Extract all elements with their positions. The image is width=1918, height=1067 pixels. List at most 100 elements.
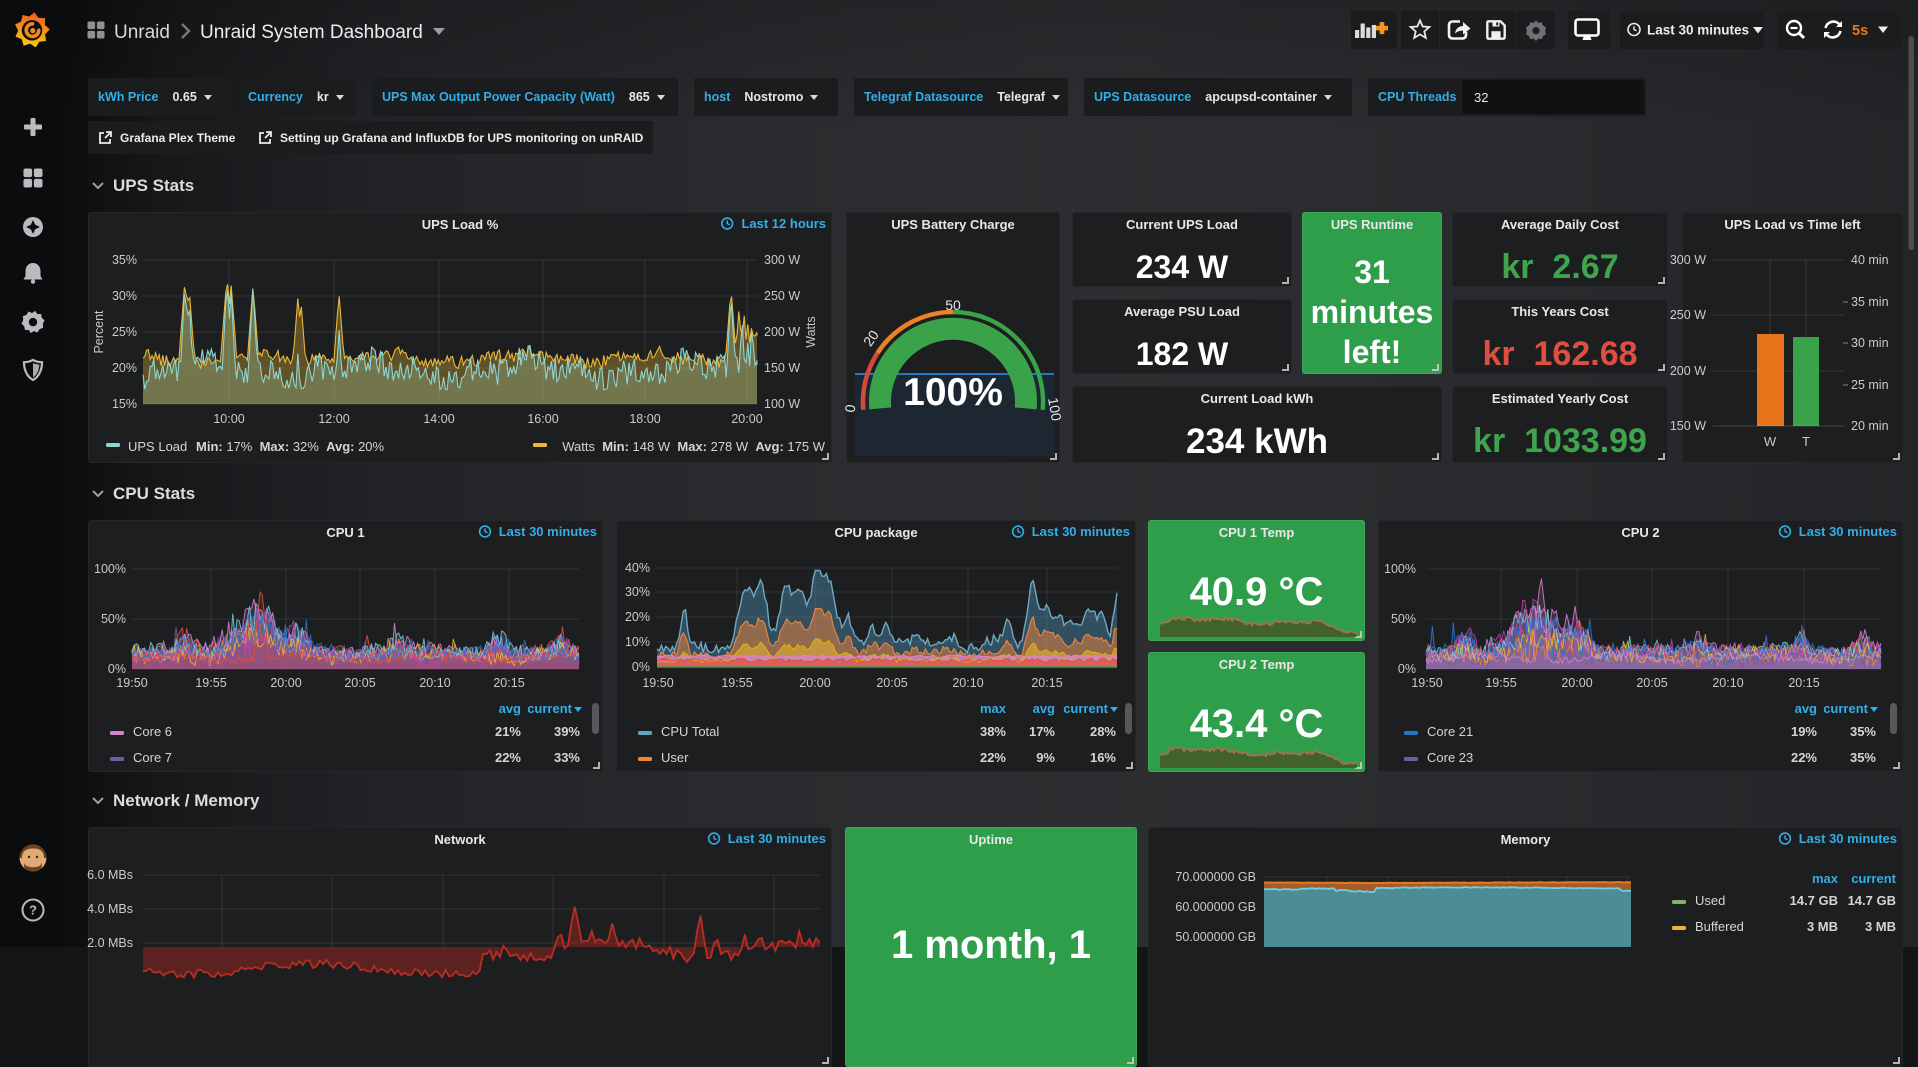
- svg-text:25 min: 25 min: [1851, 378, 1889, 392]
- svg-text:3 MB: 3 MB: [1807, 919, 1838, 934]
- svg-text:max: max: [980, 701, 1007, 716]
- svg-text:50%: 50%: [101, 612, 126, 626]
- svg-text:Unraid: Unraid: [114, 22, 170, 43]
- svg-text:33%: 33%: [554, 750, 580, 765]
- svg-text:9%: 9%: [1036, 750, 1055, 765]
- svg-text:3 MB: 3 MB: [1865, 919, 1896, 934]
- svg-text:150 W: 150 W: [764, 361, 800, 375]
- svg-text:10%: 10%: [625, 635, 650, 649]
- svg-text:current: current: [527, 701, 572, 716]
- svg-text:60.000000 GB: 60.000000 GB: [1175, 900, 1256, 914]
- svg-text:Last 30 minutes: Last 30 minutes: [1799, 831, 1897, 846]
- svg-text:250 W: 250 W: [764, 289, 800, 303]
- svg-text:300 W: 300 W: [764, 253, 800, 267]
- svg-text:avg: avg: [1795, 701, 1817, 716]
- svg-text:100: 100: [1045, 396, 1065, 422]
- svg-text:Unraid System Dashboard: Unraid System Dashboard: [200, 22, 423, 43]
- svg-text:20:05: 20:05: [876, 676, 907, 690]
- svg-text:38%: 38%: [980, 724, 1006, 739]
- svg-text:Watts: Watts: [804, 316, 818, 347]
- svg-text:20:10: 20:10: [419, 676, 450, 690]
- svg-text:User: User: [661, 750, 689, 765]
- svg-text:20:00: 20:00: [270, 676, 301, 690]
- svg-text:22%: 22%: [495, 750, 521, 765]
- svg-text:16%: 16%: [1090, 750, 1116, 765]
- svg-text:current: current: [1823, 701, 1868, 716]
- svg-text:25%: 25%: [112, 325, 137, 339]
- svg-text:0: 0: [842, 403, 859, 413]
- svg-text:Used: Used: [1695, 893, 1725, 908]
- svg-text:22%: 22%: [980, 750, 1006, 765]
- svg-text:20:05: 20:05: [344, 676, 375, 690]
- svg-text:19:55: 19:55: [721, 676, 752, 690]
- svg-text:Buffered: Buffered: [1695, 919, 1744, 934]
- svg-text:50%: 50%: [1391, 612, 1416, 626]
- svg-text:Last 30 minutes: Last 30 minutes: [728, 831, 826, 846]
- svg-text:6.0 MBs: 6.0 MBs: [87, 868, 133, 882]
- svg-text:20:00: 20:00: [1561, 676, 1592, 690]
- svg-text:14.7 GB: 14.7 GB: [1848, 893, 1896, 908]
- svg-text:18:00: 18:00: [629, 412, 660, 426]
- svg-text:70.000000 GB: 70.000000 GB: [1175, 870, 1256, 884]
- svg-text:20:15: 20:15: [1788, 676, 1819, 690]
- svg-text:CPU Total: CPU Total: [661, 724, 719, 739]
- svg-text:50: 50: [945, 297, 961, 313]
- svg-text:avg: avg: [1033, 701, 1055, 716]
- svg-text:100 W: 100 W: [764, 397, 800, 411]
- svg-text:UPS Load: UPS Load: [128, 439, 187, 454]
- svg-text:22%: 22%: [1791, 750, 1817, 765]
- svg-text:30%: 30%: [112, 289, 137, 303]
- svg-text:Last 30 minutes: Last 30 minutes: [1799, 524, 1897, 539]
- svg-text:0%: 0%: [1398, 662, 1416, 676]
- svg-text:35%: 35%: [112, 253, 137, 267]
- svg-text:17%: 17%: [1029, 724, 1055, 739]
- svg-text:T: T: [1802, 434, 1810, 449]
- svg-text:30 min: 30 min: [1851, 336, 1889, 350]
- svg-text:100%: 100%: [94, 562, 126, 576]
- svg-text:20:00: 20:00: [799, 676, 830, 690]
- svg-text:Watts Min: 148 W Max: 278 W: Watts Min: 148 W Max: 278 W Avg: 175 W: [562, 439, 825, 454]
- svg-text:Last 12 hours: Last 12 hours: [741, 216, 826, 231]
- svg-text:Last 30 minutes: Last 30 minutes: [1647, 23, 1749, 38]
- svg-text:10:00: 10:00: [213, 412, 244, 426]
- svg-text:40%: 40%: [625, 561, 650, 575]
- svg-text:20:10: 20:10: [1712, 676, 1743, 690]
- svg-text:current: current: [1063, 701, 1108, 716]
- svg-text:20:15: 20:15: [1031, 676, 1062, 690]
- svg-text:Core 7: Core 7: [133, 750, 172, 765]
- svg-text:?: ?: [29, 903, 37, 918]
- svg-text:0%: 0%: [108, 662, 126, 676]
- svg-text:Core 21: Core 21: [1427, 724, 1473, 739]
- svg-text:35%: 35%: [1850, 724, 1876, 739]
- svg-text:20:10: 20:10: [952, 676, 983, 690]
- svg-text:14:00: 14:00: [423, 412, 454, 426]
- svg-text:2.0 MBs: 2.0 MBs: [87, 936, 133, 950]
- svg-text:28%: 28%: [1090, 724, 1116, 739]
- svg-text:19:50: 19:50: [642, 676, 673, 690]
- svg-text:12:00: 12:00: [318, 412, 349, 426]
- svg-text:20%: 20%: [625, 610, 650, 624]
- svg-text:5s: 5s: [1852, 23, 1868, 39]
- svg-text:20%: 20%: [112, 361, 137, 375]
- svg-text:100%: 100%: [1384, 562, 1416, 576]
- svg-text:Min: 17% Max: 32% Avg: 20%: Min: 17% Max: 32% Avg: 20%: [196, 439, 385, 454]
- svg-text:19%: 19%: [1791, 724, 1817, 739]
- svg-text:W: W: [1764, 434, 1777, 449]
- svg-text:250 W: 250 W: [1670, 308, 1706, 322]
- svg-text:max: max: [1812, 871, 1839, 886]
- svg-text:40 min: 40 min: [1851, 253, 1889, 267]
- svg-text:15%: 15%: [112, 397, 137, 411]
- svg-text:0%: 0%: [632, 660, 650, 674]
- svg-text:20 min: 20 min: [1851, 419, 1889, 433]
- svg-text:19:55: 19:55: [1485, 676, 1516, 690]
- svg-text:20:00: 20:00: [731, 412, 762, 426]
- svg-text:35 min: 35 min: [1851, 295, 1889, 309]
- svg-text:50.000000 GB: 50.000000 GB: [1175, 930, 1256, 944]
- svg-text:Percent: Percent: [92, 310, 106, 354]
- svg-text:16:00: 16:00: [527, 412, 558, 426]
- svg-text:200 W: 200 W: [764, 325, 800, 339]
- svg-text:39%: 39%: [554, 724, 580, 739]
- svg-text:20: 20: [860, 327, 882, 349]
- svg-text:Last 30 minutes: Last 30 minutes: [1032, 524, 1130, 539]
- svg-text:20:05: 20:05: [1636, 676, 1667, 690]
